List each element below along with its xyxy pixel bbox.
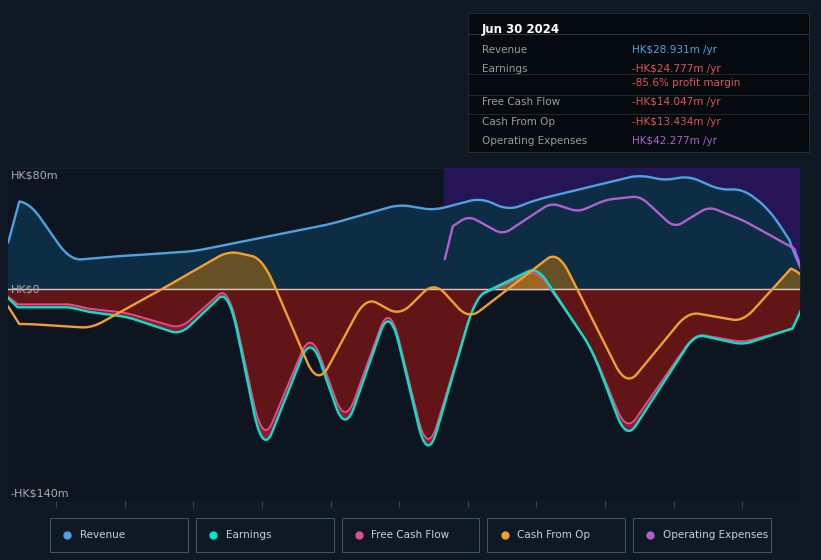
Text: HK$0: HK$0 <box>11 284 40 295</box>
Text: Earnings: Earnings <box>226 530 271 540</box>
Text: Jun 30 2024: Jun 30 2024 <box>482 23 560 36</box>
Text: HK$80m: HK$80m <box>11 171 58 181</box>
Text: -HK$14.047m /yr: -HK$14.047m /yr <box>631 97 720 108</box>
FancyBboxPatch shape <box>342 518 479 552</box>
Text: Free Cash Flow: Free Cash Flow <box>371 530 450 540</box>
FancyBboxPatch shape <box>50 518 188 552</box>
Text: Earnings: Earnings <box>482 64 527 74</box>
FancyBboxPatch shape <box>633 518 771 552</box>
Text: Operating Expenses: Operating Expenses <box>663 530 768 540</box>
Text: Revenue: Revenue <box>482 45 527 54</box>
Text: Cash From Op: Cash From Op <box>482 117 555 127</box>
Bar <box>444 168 800 289</box>
Text: Cash From Op: Cash From Op <box>517 530 590 540</box>
Text: HK$42.277m /yr: HK$42.277m /yr <box>631 136 717 146</box>
Text: Revenue: Revenue <box>80 530 125 540</box>
Text: Operating Expenses: Operating Expenses <box>482 136 587 146</box>
Text: HK$28.931m /yr: HK$28.931m /yr <box>631 45 717 54</box>
Text: -85.6% profit margin: -85.6% profit margin <box>631 78 740 88</box>
FancyBboxPatch shape <box>488 518 626 552</box>
Text: Free Cash Flow: Free Cash Flow <box>482 97 560 108</box>
Text: -HK$140m: -HK$140m <box>11 488 69 498</box>
FancyBboxPatch shape <box>195 518 333 552</box>
Text: -HK$13.434m /yr: -HK$13.434m /yr <box>631 117 720 127</box>
Text: -HK$24.777m /yr: -HK$24.777m /yr <box>631 64 720 74</box>
